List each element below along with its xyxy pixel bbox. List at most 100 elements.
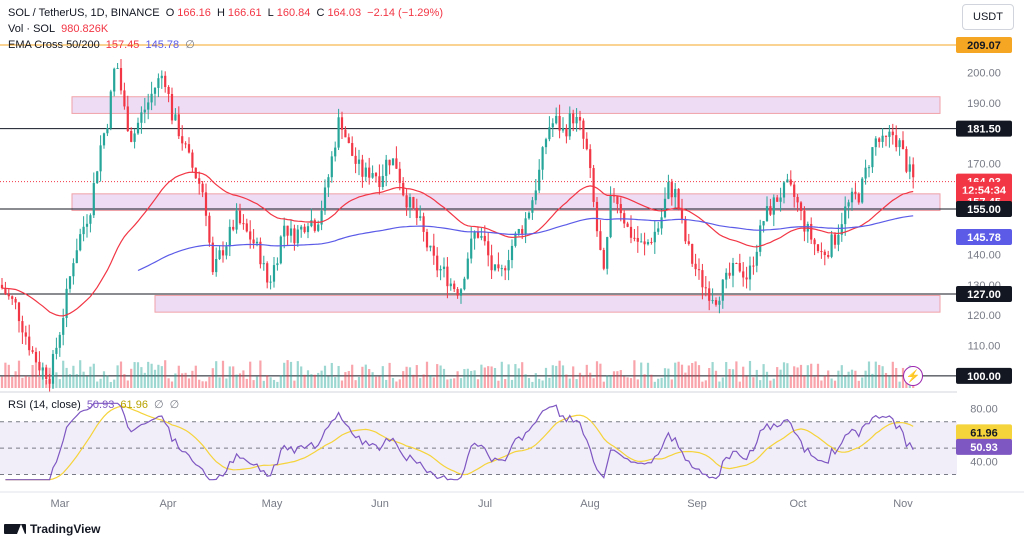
candle-body <box>687 241 690 244</box>
volume-bar <box>143 372 146 388</box>
candle-body <box>391 158 395 166</box>
volume-bar <box>344 372 347 388</box>
volume-bar <box>507 364 510 388</box>
volume-bar <box>466 368 469 388</box>
candle-body <box>561 128 565 131</box>
volume-bar <box>742 366 745 388</box>
candle-body <box>364 167 367 177</box>
volume-bar <box>718 381 721 388</box>
volume-bar <box>429 375 432 388</box>
volume-bar <box>830 378 833 388</box>
candle-body <box>837 234 840 245</box>
volume-bar <box>646 362 650 388</box>
candle-body <box>150 93 153 103</box>
candle-body <box>300 226 303 230</box>
ema-label[interactable]: EMA Cross 50/200 <box>8 39 100 51</box>
volume-bar <box>779 369 782 388</box>
volume-bar <box>266 375 269 388</box>
candle-body <box>51 353 55 384</box>
candle-body <box>55 347 58 354</box>
volume-bar <box>4 362 7 388</box>
candle-body <box>432 245 435 256</box>
candle-body <box>714 300 718 305</box>
volume-bar <box>657 378 660 388</box>
volume-bar <box>463 369 466 388</box>
rsi-label[interactable]: RSI (14, close) <box>8 399 81 411</box>
candle-body <box>283 225 286 237</box>
ohlc-high-label: H <box>216 7 225 19</box>
candle-body <box>99 145 102 172</box>
volume-bar <box>599 363 602 388</box>
candle-body <box>466 258 469 279</box>
candle-body <box>769 206 772 215</box>
volume-label[interactable]: Vol · SOL <box>8 23 56 35</box>
volume-bar <box>816 363 820 388</box>
candle-body <box>62 318 65 335</box>
candle-body <box>153 87 157 94</box>
candle-body <box>402 182 405 196</box>
symbol-title[interactable]: SOL / TetherUS, 1D, BINANCE <box>8 7 160 19</box>
ema-200-line <box>137 215 914 272</box>
time-tick-label: Aug <box>580 498 600 510</box>
candle-body <box>45 367 48 380</box>
currency-selector-button[interactable]: USDT <box>962 4 1014 30</box>
volume-bar <box>561 365 565 388</box>
volume-bar <box>249 361 252 388</box>
candle-body <box>85 223 89 227</box>
candle-body <box>684 218 687 242</box>
volume-bar <box>531 381 534 388</box>
volume-bar <box>541 380 544 388</box>
volume-bar <box>667 368 670 388</box>
candle-body <box>728 272 731 276</box>
volume-bar <box>806 365 809 388</box>
candle-body <box>725 272 728 280</box>
volume-bar <box>636 379 639 388</box>
volume-bar <box>398 379 401 388</box>
candle-body <box>735 263 738 265</box>
volume-bar <box>548 377 551 388</box>
candle-body <box>840 224 843 235</box>
candle-body <box>762 221 765 226</box>
volume-bar <box>82 371 85 388</box>
axis-price-label: 181.50 <box>967 124 1001 136</box>
candle-body <box>344 129 347 138</box>
candle-body <box>378 176 381 188</box>
candle-body <box>500 268 503 270</box>
candle-body <box>759 225 762 252</box>
candle-body <box>425 231 429 248</box>
candle-body <box>136 122 140 134</box>
candle-body <box>48 379 51 384</box>
candle-body <box>810 223 813 240</box>
candle-body <box>674 188 677 198</box>
candle-body <box>65 288 68 319</box>
candle-body <box>568 113 571 137</box>
volume-bar <box>283 362 286 388</box>
volume-bar <box>262 380 265 388</box>
candle-body <box>663 198 667 218</box>
volume-bar <box>208 376 211 388</box>
volume-bar <box>483 367 486 388</box>
candle-body <box>14 298 17 303</box>
volume-bar <box>725 362 728 388</box>
volume-bar <box>0 376 4 388</box>
lightning-alert-icon[interactable]: ⚡ <box>903 366 923 386</box>
volume-bar <box>194 365 197 388</box>
volume-bar <box>854 370 857 388</box>
volume-bar <box>606 375 609 388</box>
volume-bar <box>796 367 799 388</box>
candle-body <box>368 167 371 178</box>
volume-bar <box>551 365 554 388</box>
candle-body <box>102 133 106 146</box>
volume-bar <box>211 368 214 388</box>
time-tick-label: Oct <box>789 498 806 510</box>
volume-bar <box>34 361 38 388</box>
volume-bar <box>487 366 490 388</box>
candle-body <box>34 351 38 362</box>
candle-body <box>541 147 544 170</box>
candle-body <box>524 218 527 234</box>
volume-bar <box>881 366 884 388</box>
volume-bar <box>524 374 527 388</box>
ema-fast-value: 157.45 <box>105 39 140 51</box>
volume-bar <box>827 370 830 388</box>
